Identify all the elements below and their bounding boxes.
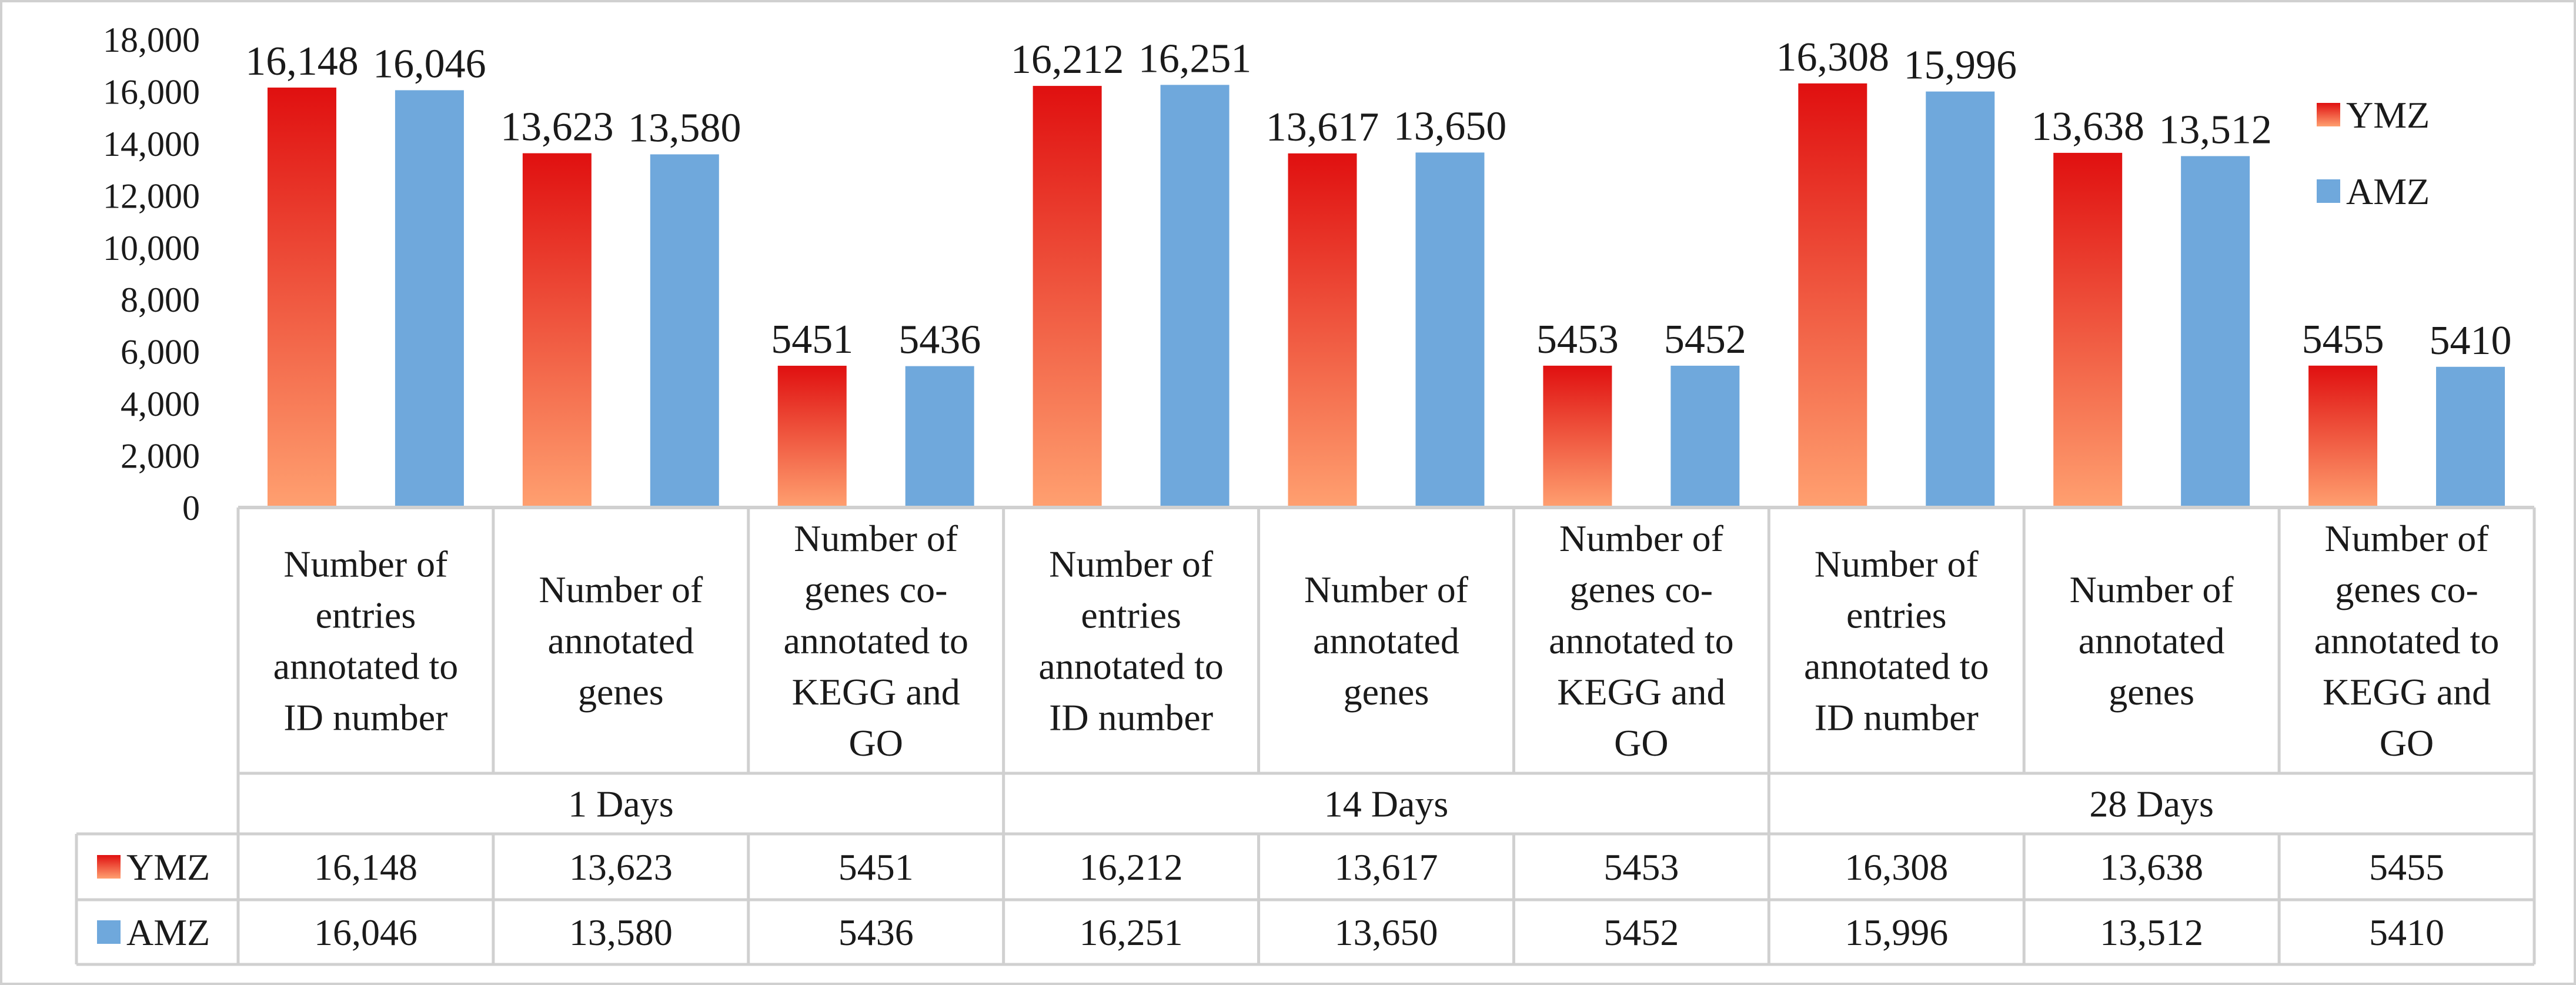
table-cell: 16,251 [1080,911,1183,953]
legend-label: AMZ [2346,171,2430,212]
data-label: 16,251 [1138,36,1252,81]
bar-amz [2181,156,2250,507]
category-label: Number of genes co-annotated to KEGG and GO [2314,517,2500,764]
table-key-ymz [97,855,121,879]
bar-ymz [267,87,336,508]
y-tick-label: 4,000 [121,385,200,423]
y-tick-label: 12,000 [103,176,200,215]
table-series-name: AMZ [126,911,210,953]
bar-amz [1926,91,1995,507]
data-label: 13,623 [500,105,614,150]
y-tick-label: 18,000 [103,21,200,59]
table-cell: 5451 [838,846,914,888]
data-label: 13,638 [2031,104,2144,149]
bar-ymz [1798,83,1867,508]
data-label: 13,617 [1266,105,1379,150]
category-label: Number of entries annotated to ID number [1038,543,1224,739]
table-cell: 5455 [2369,846,2444,888]
table-cell: 16,308 [1845,846,1948,888]
table-cell: 13,650 [1335,911,1438,953]
y-tick-label: 14,000 [103,125,200,163]
table-cell: 5410 [2369,911,2444,953]
table-cell: 13,623 [569,846,673,888]
group-label: 1 Days [568,783,674,825]
category-label: Number of genes co-annotated to KEGG and GO [783,517,968,764]
bar-amz [395,90,464,507]
bar-amz [1670,365,1740,507]
group-label: 28 Days [2089,783,2214,825]
data-label: 15,996 [1904,43,2017,88]
data-label: 5436 [898,318,981,363]
table-cell: 5452 [1603,911,1679,953]
y-tick-label: 2,000 [121,437,200,476]
bar-layer: 16,148 16,046 13,623 13,580 5451 5436 16,212 16… [245,35,2512,508]
bar-amz [905,366,974,507]
category-label: Number of genes co-annotated to KEGG and GO [1549,517,1734,764]
group-label: 14 Days [1324,783,1449,825]
legend-key-ymz [2317,103,2340,126]
data-label: 16,046 [373,41,486,86]
bar-ymz [1033,86,1102,507]
bar-amz [2436,366,2505,507]
y-tick-label: 16,000 [103,72,200,111]
category-label: Number of entries annotated to ID number [273,543,459,739]
axis-layer: 0 2,000 4,000 6,000 8,000 10,000 12,000 14,000 1… [103,21,200,527]
category-label: Number of entries annotated to ID number [1804,543,1989,739]
bar-ymz [2053,152,2123,507]
y-tick-label: 10,000 [103,229,200,268]
y-tick-label: 8,000 [121,281,200,319]
data-label: 13,512 [2159,107,2272,152]
table-cell: 13,580 [569,911,673,953]
category-label: Number of annotated genes [1304,569,1469,713]
table-cell: 16,148 [314,846,417,888]
table-cell: 5453 [1603,846,1679,888]
table-series-name: YMZ [126,846,210,888]
bar-ymz [777,365,847,507]
category-label: Number of annotated genes [539,569,703,713]
data-label: 13,580 [628,105,741,151]
bar-amz [1160,85,1229,507]
bar-amz [1415,152,1485,507]
table-cell: 16,046 [314,911,417,953]
data-label: 16,212 [1011,37,1124,82]
data-table: Number of entries annotated to ID number Num… [75,506,2536,966]
table-cell: 13,617 [1335,846,1438,888]
data-label: 5455 [2302,317,2384,362]
table-cell: 5436 [838,911,914,953]
table-cell: 16,212 [1080,846,1183,888]
table-cell: 13,638 [2100,846,2203,888]
data-label: 5410 [2430,318,2512,363]
table-key-amz [97,920,121,944]
data-label: 5451 [771,317,853,362]
y-tick-label: 0 [182,489,200,527]
bar-amz [650,154,719,507]
data-label: 16,308 [1776,35,1890,80]
table-cell: 13,512 [2100,911,2203,953]
bar-ymz [1543,365,1612,507]
legend-key-amz [2317,179,2340,203]
data-label: 5453 [1536,317,1619,362]
bar-ymz [1288,153,1357,507]
data-label: 16,148 [245,39,359,84]
data-label: 5452 [1664,317,1746,362]
legend: YMZ AMZ [2317,94,2430,212]
y-tick-label: 6,000 [121,333,200,372]
table-cell: 15,996 [1845,911,1948,953]
bar-ymz [522,153,592,507]
bar-ymz [2308,365,2378,507]
category-label: Number of annotated genes [2070,569,2234,713]
legend-label: YMZ [2346,94,2430,136]
data-label: 13,650 [1394,103,1507,149]
